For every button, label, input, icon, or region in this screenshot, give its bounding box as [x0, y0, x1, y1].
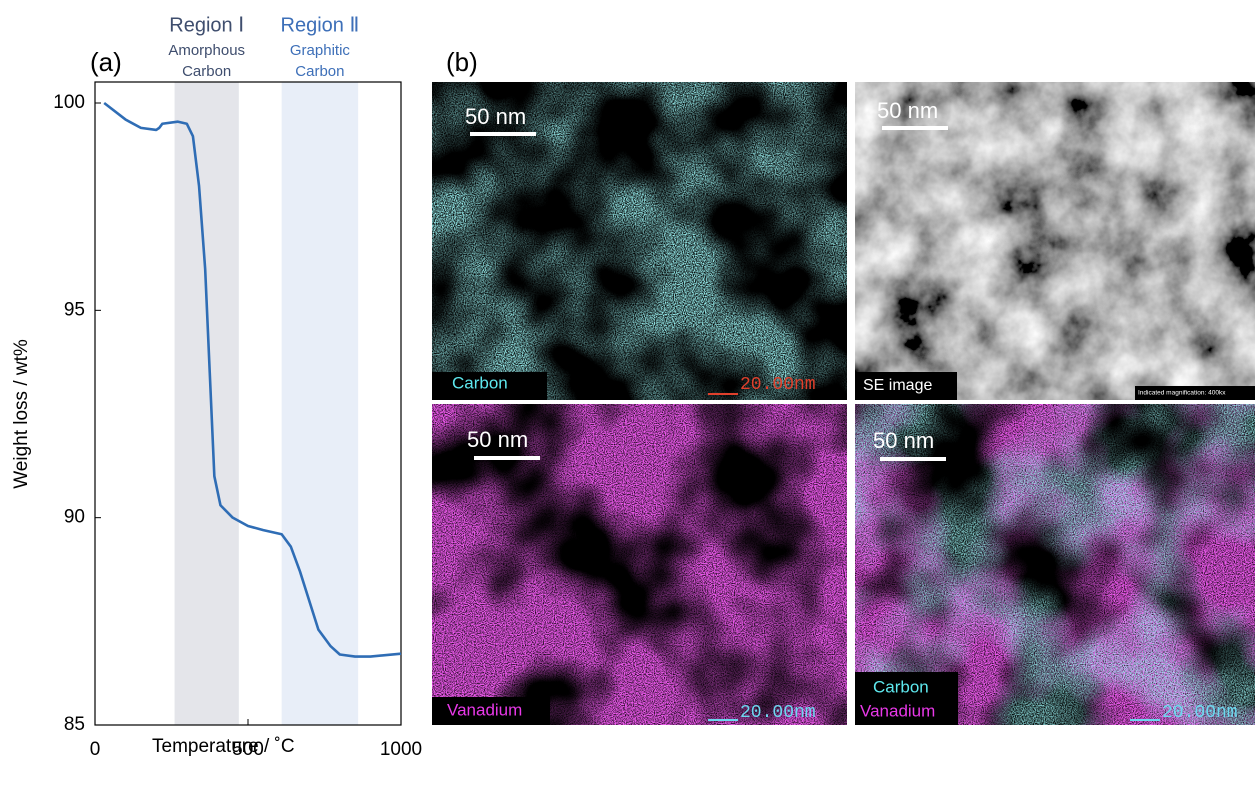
region-band: [175, 82, 239, 725]
region-label: Graphitic: [290, 42, 351, 59]
y-tick-label: 90: [64, 507, 85, 528]
x-tick-label: 500: [232, 739, 264, 760]
scale-label: 50 nm: [873, 428, 934, 453]
region-label: Amorphous: [168, 42, 245, 59]
x-axis-label: Temperature / ˚C: [152, 736, 295, 757]
x-tick-label: 0: [90, 739, 101, 760]
y-tick-label: 85: [64, 714, 85, 735]
image-label: Carbon: [873, 677, 929, 696]
y-tick-label: 95: [64, 299, 85, 320]
y-axis-label: Weight loss / wt%: [11, 339, 32, 489]
panel-label: (a): [90, 47, 122, 77]
y-tick-label: 100: [53, 92, 85, 113]
panel-label: (b): [446, 47, 478, 77]
region-label: Carbon: [182, 63, 231, 80]
image-se: 50 nm SE image Indicated magnification: …: [855, 82, 1255, 400]
image-footer: 20.00nm: [1162, 703, 1238, 723]
image-label: Vanadium: [860, 701, 935, 720]
image-label: Vanadium: [447, 700, 522, 719]
image-footer: 20.00nm: [740, 375, 816, 395]
image-label: Carbon: [452, 373, 508, 392]
image-footer: Indicated magnification: 400kx: [1138, 390, 1226, 397]
figure: (a) (b) Temperature / ˚C Weight loss / w…: [0, 0, 1255, 789]
region-title: Region Ⅰ: [169, 14, 244, 36]
image-overlay: 50 nm Carbon Vanadium 20.00nm: [855, 404, 1255, 725]
scale-label: 50 nm: [467, 427, 528, 452]
region-label: Carbon: [295, 63, 344, 80]
x-tick-label: 1000: [380, 739, 422, 760]
image-footer: 20.00nm: [740, 703, 816, 723]
scale-label: 50 nm: [877, 98, 938, 123]
scale-label: 50 nm: [465, 104, 526, 129]
image-carbon: 50 nm Carbon 20.00nm: [432, 82, 847, 400]
image-vanadium: 50 nm Vanadium 20.00nm: [432, 404, 847, 725]
image-label: SE image: [863, 377, 932, 394]
region-band: [282, 82, 359, 725]
plot: Region Ⅰ Amorphous Carbon Region Ⅱ Graphitic…: [53, 14, 422, 760]
region-title: Region Ⅱ: [281, 14, 360, 36]
